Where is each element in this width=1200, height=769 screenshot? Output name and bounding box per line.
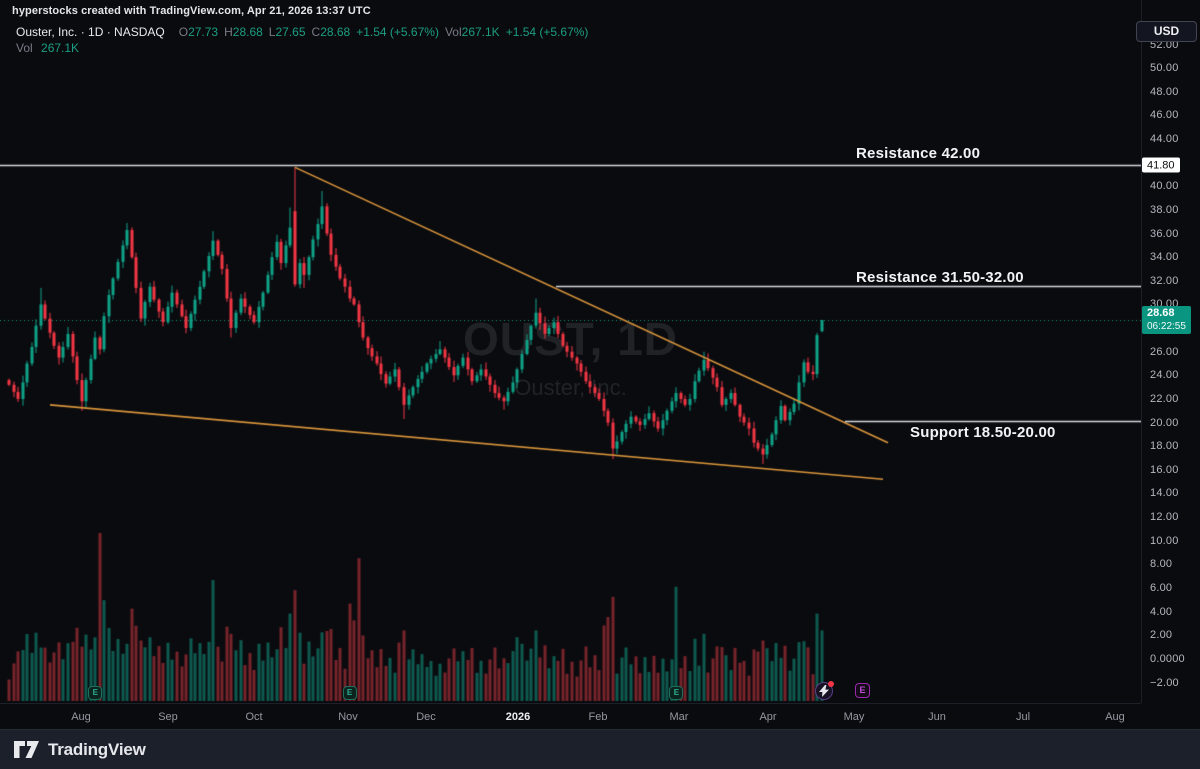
realtime-flash-icon[interactable] <box>815 681 834 700</box>
price-tick-label: 22.00 <box>1150 392 1179 405</box>
vol-indicator-label[interactable]: Vol <box>16 41 33 55</box>
tradingview-brand-text[interactable]: TradingView <box>48 739 146 759</box>
time-axis-label: Nov <box>338 711 358 723</box>
time-axis[interactable]: Aug Sep Oct Nov Dec 2026 Feb Mar Apr May Jun Jul Aug <box>0 703 1141 729</box>
price-tick-label: 18.00 <box>1150 440 1179 453</box>
price-tick-label: 32.00 <box>1150 274 1179 287</box>
low-value: 27.65 <box>275 25 306 39</box>
close-value: 28.68 <box>320 25 351 39</box>
change-value-2: +1.54 (+5.67%) <box>505 25 589 39</box>
resistance-42-label[interactable]: Resistance 42.00 <box>856 145 981 162</box>
upcoming-earnings-icon[interactable]: E <box>855 683 870 698</box>
high-value: 28.68 <box>232 25 263 39</box>
price-tick-label: 44.00 <box>1150 133 1179 146</box>
symbol-title[interactable]: Ouster, Inc. · 1D · NASDAQ <box>16 25 165 39</box>
resistance-31-32-label[interactable]: Resistance 31.50-32.00 <box>856 269 1024 286</box>
price-tick-label: 16.00 <box>1150 463 1179 476</box>
close-label: C <box>311 25 321 39</box>
currency-toggle-button[interactable]: USD <box>1136 21 1197 42</box>
low-label: L <box>268 25 276 39</box>
price-tick-label: 24.00 <box>1150 369 1179 382</box>
price-tick-label: 50.00 <box>1150 62 1179 75</box>
earnings-icon[interactable]: E <box>88 686 103 700</box>
time-axis-label: Jun <box>928 711 946 723</box>
price-tick-label: 12.00 <box>1150 511 1179 524</box>
volume-value: 267.1K <box>461 25 500 39</box>
price-tick-label: −2.00 <box>1150 676 1179 689</box>
price-tick-label: 40.00 <box>1150 180 1179 193</box>
price-tick-label: 8.00 <box>1150 558 1173 571</box>
support-18-20-label[interactable]: Support 18.50-20.00 <box>910 424 1056 441</box>
price-tick-label: 48.00 <box>1150 85 1179 98</box>
symbol-legend-row: Ouster, Inc. · 1D · NASDAQ O27.73 H28.68 L2… <box>16 25 588 39</box>
resistance-line-axis-label: 41.80 <box>1142 157 1180 173</box>
time-axis-label: May <box>843 711 865 723</box>
vol-indicator-value: 267.1K <box>41 41 80 55</box>
earnings-icon[interactable]: E <box>342 686 357 700</box>
open-label: O <box>178 25 189 39</box>
high-label: H <box>224 25 233 39</box>
price-tick-label: 20.00 <box>1150 416 1179 429</box>
change-value: +1.54 (+5.67%) <box>356 25 439 39</box>
price-tick-label: 6.00 <box>1150 581 1173 594</box>
price-tick-label: 10.00 <box>1150 534 1179 547</box>
attribution-text: hyperstocks created with TradingView.com… <box>12 5 371 17</box>
last-price-axis-label: 28.68 06:22:55 <box>1142 306 1191 335</box>
price-tick-label: 26.00 <box>1150 345 1179 358</box>
time-axis-label: Oct <box>245 711 263 723</box>
open-value: 27.73 <box>188 25 219 39</box>
price-tick-label: 0.0000 <box>1150 652 1185 665</box>
price-tick-label: 38.00 <box>1150 203 1179 216</box>
time-axis-label: Sep <box>158 711 178 723</box>
price-chart-canvas[interactable] <box>0 0 1141 703</box>
tradingview-logo-icon[interactable] <box>13 739 40 760</box>
earnings-icon[interactable]: E <box>669 686 684 700</box>
time-axis-label: Feb <box>588 711 608 723</box>
price-tick-label: 36.00 <box>1150 227 1179 240</box>
time-axis-label: Jul <box>1015 711 1031 723</box>
price-tick-label: 2.00 <box>1150 629 1173 642</box>
footer-bar: TradingView <box>0 729 1200 769</box>
volume-label: Vol <box>444 25 462 39</box>
volume-indicator-row: Vol 267.1K <box>16 41 79 55</box>
price-tick-label: 46.00 <box>1150 109 1179 122</box>
time-axis-label: Aug <box>1105 711 1125 723</box>
last-price-value: 28.68 <box>1147 307 1175 320</box>
time-axis-label: Aug <box>71 711 91 723</box>
price-tick-label: 14.00 <box>1150 487 1179 500</box>
time-axis-label: Apr <box>759 711 777 723</box>
price-tick-label: 34.00 <box>1150 251 1179 264</box>
bar-countdown: 06:22:55 <box>1147 321 1186 333</box>
time-axis-label: Dec <box>416 711 436 723</box>
price-axis[interactable]: 52.0050.0048.0046.0044.0042.0040.0038.00… <box>1141 0 1200 703</box>
time-axis-label: 2026 <box>505 711 531 723</box>
time-axis-label: Mar <box>669 711 689 723</box>
notification-dot <box>828 681 834 687</box>
price-tick-label: 4.00 <box>1150 605 1173 618</box>
